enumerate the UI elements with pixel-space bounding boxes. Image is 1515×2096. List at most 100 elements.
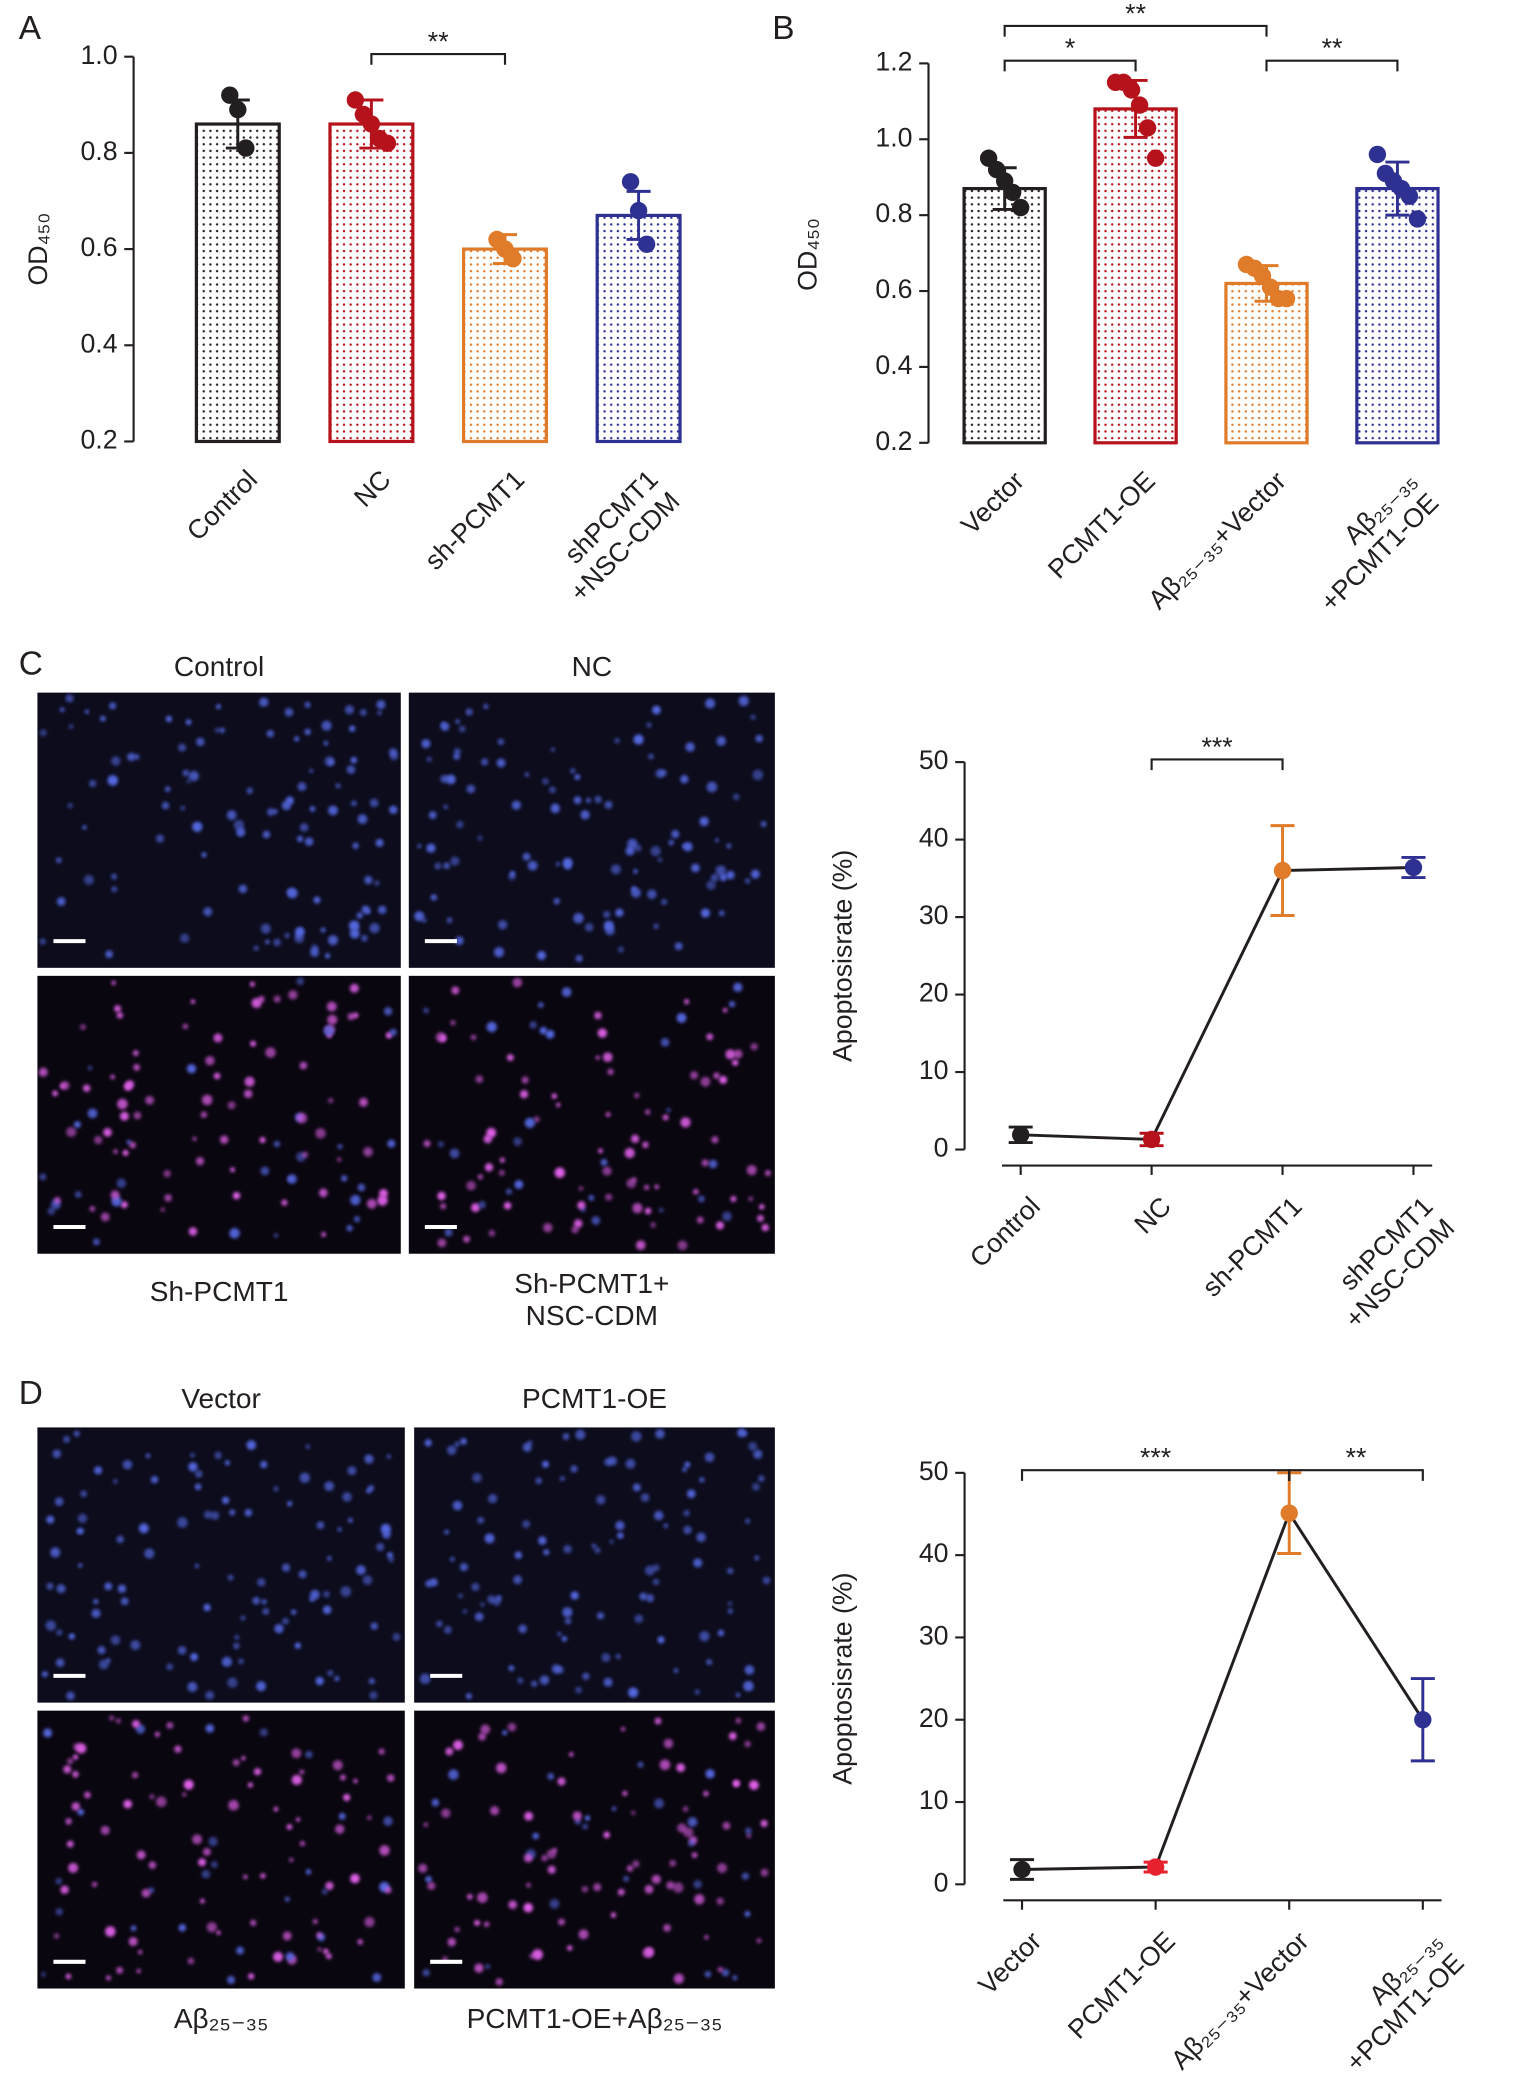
cell: [305, 1750, 313, 1759]
cell: [353, 1778, 358, 1784]
data-point: [346, 91, 365, 109]
cell: [657, 857, 663, 862]
cell: [377, 905, 387, 915]
cell: [581, 1885, 589, 1893]
cell: [451, 986, 460, 995]
cell: [728, 1732, 737, 1740]
cell: [556, 1102, 561, 1108]
y-axis-label: Apoptosisrate (%): [827, 1572, 857, 1784]
cell: [350, 1194, 361, 1206]
cell: [625, 846, 635, 856]
cell: [369, 798, 379, 808]
cell: [517, 1677, 524, 1684]
cell: [78, 1563, 83, 1568]
cell: [477, 1174, 483, 1180]
cell: [161, 801, 170, 810]
cell: [186, 1064, 197, 1074]
cell: [60, 1081, 70, 1090]
data-point: [1146, 1858, 1165, 1876]
cell: [542, 1460, 549, 1468]
cell: [550, 747, 556, 752]
cell: [659, 769, 667, 777]
cell: [449, 1556, 455, 1562]
cell: [466, 784, 476, 794]
cell: [437, 1191, 446, 1201]
cell: [321, 1888, 328, 1895]
cell: [250, 1040, 257, 1047]
cell: [653, 1510, 664, 1521]
cell: [190, 1452, 195, 1458]
cell: [443, 862, 451, 870]
y-tick-label: 1.0: [80, 40, 117, 70]
cell: [323, 1025, 334, 1037]
data-point: [637, 235, 656, 253]
cell: [726, 843, 732, 849]
cell: [357, 1939, 363, 1945]
y-tick-label: 40: [919, 1538, 949, 1568]
cell: [298, 1570, 307, 1579]
cell: [87, 1108, 98, 1119]
significance-bracket: [1150, 758, 1284, 771]
cell: [474, 1612, 484, 1622]
cell: [666, 1881, 675, 1890]
cell: [368, 1485, 375, 1491]
cell: [294, 1642, 302, 1649]
cell: [611, 1806, 617, 1812]
cell: [417, 843, 422, 849]
cell: [503, 1201, 512, 1210]
y-tick-label: 0.2: [80, 425, 117, 455]
cell: [348, 920, 360, 932]
cell: [716, 736, 727, 746]
cell: [136, 1850, 146, 1860]
data-point: [504, 250, 522, 268]
cell: [756, 1722, 766, 1731]
cell: [122, 1459, 133, 1470]
y-axis-label: Apoptosisrate (%): [827, 850, 857, 1062]
cell: [570, 1591, 579, 1600]
cell: [704, 1970, 712, 1978]
cell: [617, 1532, 624, 1539]
y-tick-label: 20: [919, 1703, 949, 1733]
cell: [39, 729, 47, 737]
cell: [524, 1811, 534, 1821]
panel-label: A: [19, 10, 42, 47]
cell: [145, 1095, 155, 1105]
cell: [437, 1141, 444, 1148]
cell: [105, 1926, 116, 1937]
cell: [527, 860, 538, 871]
cell: [130, 1925, 137, 1932]
cell: [450, 1020, 456, 1026]
cell: [304, 701, 311, 708]
micrograph: [414, 1710, 775, 1989]
cell: [561, 987, 572, 997]
significance-bracket: [1288, 1469, 1424, 1481]
cell: [321, 720, 332, 731]
cell: [704, 1452, 715, 1463]
cell: [637, 1761, 644, 1768]
cell: [671, 830, 680, 839]
cell: [419, 1673, 431, 1685]
cell: [580, 810, 590, 820]
cell: [232, 1191, 241, 1200]
cell: [340, 1586, 352, 1597]
cell: [130, 1640, 141, 1651]
cell: [727, 1601, 733, 1606]
data-point: [378, 134, 397, 152]
cell: [273, 995, 281, 1003]
micrograph: [408, 692, 775, 968]
cell: [644, 1207, 652, 1215]
cell: [55, 1877, 62, 1885]
cell: [717, 1966, 724, 1973]
cell: [360, 709, 367, 716]
cell: [447, 1937, 456, 1947]
cell: [41, 1972, 46, 1977]
cell: [43, 1728, 53, 1738]
cell: [537, 950, 547, 960]
cell: [448, 1769, 459, 1780]
cell: [727, 1608, 733, 1614]
cell: [748, 1442, 758, 1451]
cell: [594, 1011, 602, 1020]
cell: [383, 1816, 393, 1826]
cell: [425, 1580, 433, 1588]
cell: [304, 728, 311, 736]
